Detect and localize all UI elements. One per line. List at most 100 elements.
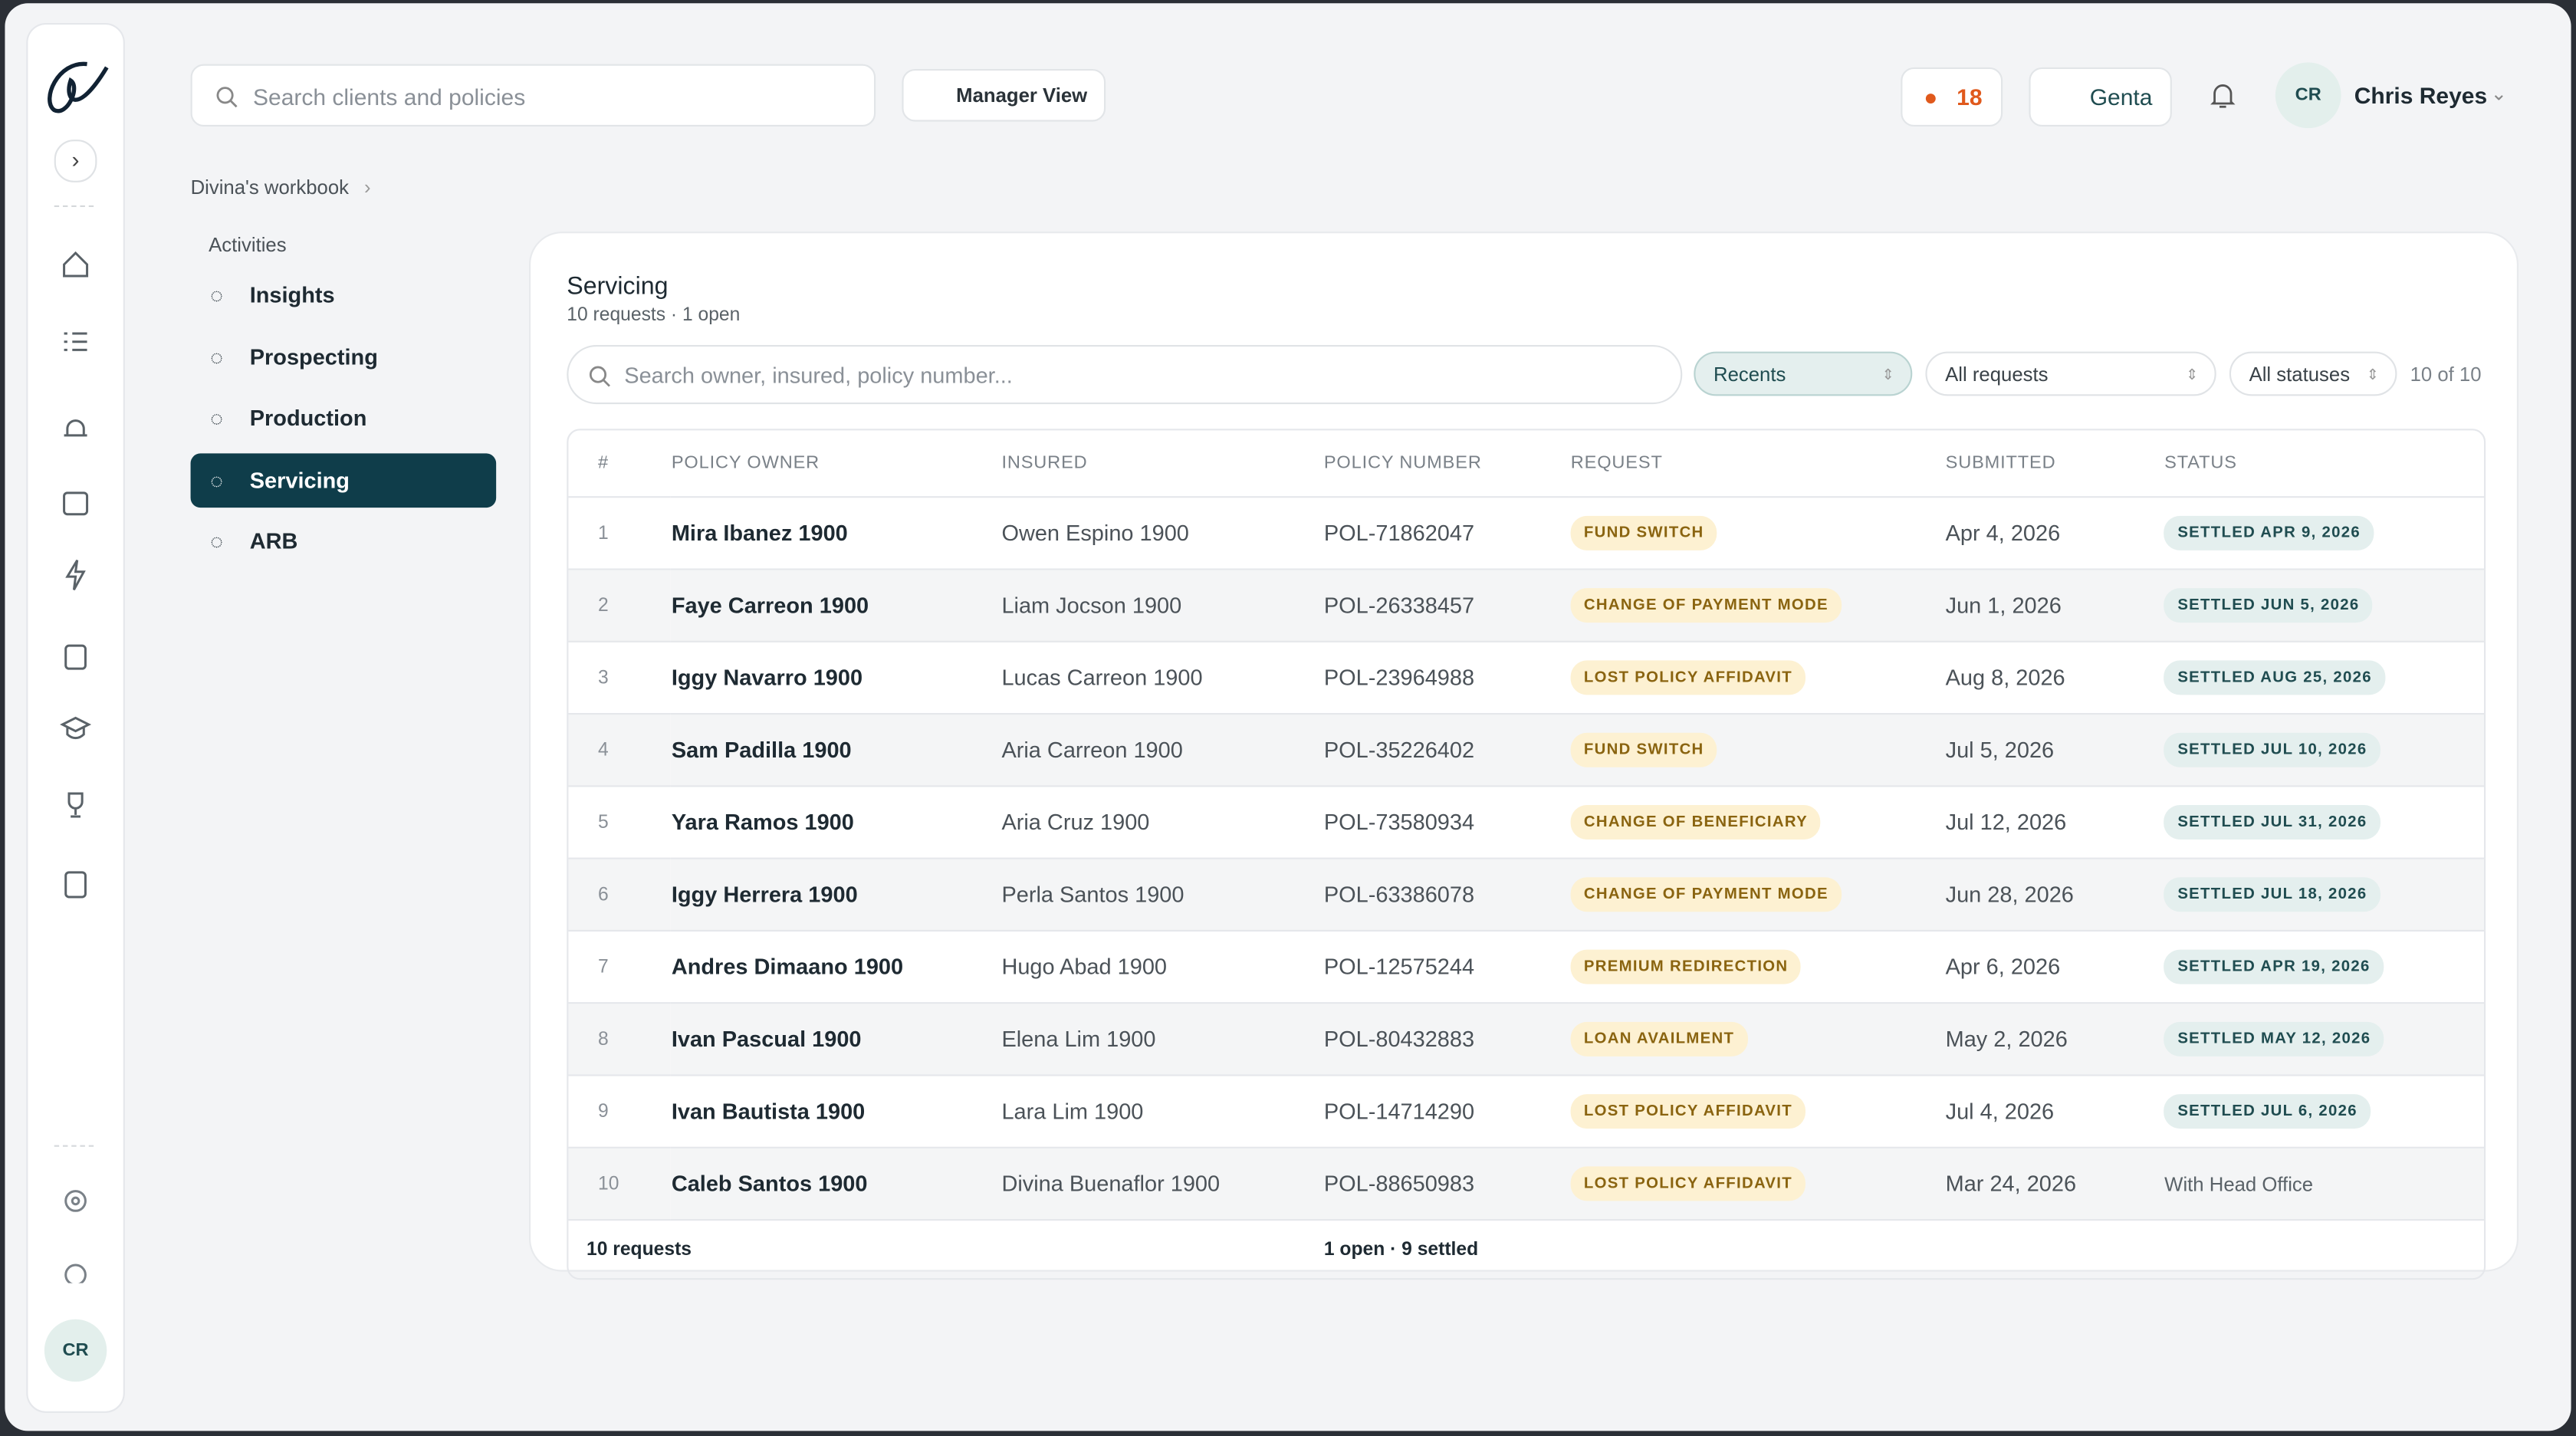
nav-item[interactable]: ◌ Servicing: [190, 452, 497, 508]
request-cell: FUND SWITCH: [1569, 497, 1944, 570]
table-row[interactable]: 8 Ivan Pascual 1900 Elena Lim 1900 POL-8043…: [568, 1003, 2484, 1076]
rail-bottom-icons[interactable]: [59, 1185, 92, 1283]
policy-number: POL-88650983: [1322, 1147, 1569, 1221]
filter-label: All statuses: [2249, 363, 2351, 386]
status-badge: SETTLED APR 19, 2026: [2164, 949, 2384, 984]
policy-owner: Iggy Navarro 1900: [669, 641, 1001, 715]
table-wrap: # POLICY OWNER INSURED POLICY NUMBER REQUEST…: [567, 429, 2486, 1280]
search-icon: [216, 87, 238, 108]
status-cell: SETTLED JUN 5, 2026: [2163, 569, 2484, 642]
request-cell: LOST POLICY AFFIDAVIT: [1569, 641, 1944, 715]
request-badge: LOST POLICY AFFIDAVIT: [1570, 1166, 1806, 1201]
assistant-name: Genta: [2089, 84, 2153, 110]
submitted: Jul 5, 2026: [1944, 714, 2164, 787]
button-label: Manager View: [956, 84, 1088, 107]
footer-summary: 1 open · 9 settled: [1323, 1239, 1479, 1260]
notifications[interactable]: [2210, 82, 2236, 112]
policy-number: POL-80432883: [1322, 1003, 1569, 1076]
status-badge: SETTLED MAY 12, 2026: [2164, 1021, 2384, 1056]
status-badge: SETTLED JUL 31, 2026: [2164, 805, 2380, 840]
policy-number: POL-14714290: [1322, 1075, 1569, 1148]
status-cell: SETTLED AUG 25, 2026: [2163, 641, 2484, 715]
status-badge: SETTLED JUL 18, 2026: [2164, 877, 2380, 912]
app: › CR Search clients and policies Manager…: [5, 3, 2571, 1431]
breadcrumb-item: Divina's workbook: [190, 176, 349, 199]
request-cell: CHANGE OF BENEFICIARY: [1569, 786, 1944, 859]
row-number: 7: [568, 930, 670, 1004]
insured: Lara Lim 1900: [1000, 1075, 1322, 1148]
table-row[interactable]: 7 Andres Dimaano 1900 Hugo Abad 1900 POL-12…: [568, 930, 2484, 1004]
submitted: Jun 28, 2026: [1944, 858, 2164, 932]
policy-number: POL-73580934: [1322, 786, 1569, 859]
submitted: Apr 4, 2026: [1944, 497, 2164, 570]
status-cell: SETTLED JUL 6, 2026: [2163, 1075, 2484, 1148]
policy-owner: Andres Dimaano 1900: [669, 930, 1001, 1004]
policy-owner: Iggy Herrera 1900: [669, 858, 1001, 932]
header-row: # POLICY OWNER INSURED POLICY NUMBER REQUEST…: [568, 430, 2484, 498]
row-number: 2: [568, 569, 670, 642]
select-arrow: ⇕: [1881, 366, 1894, 383]
user-avatar[interactable]: CR: [2275, 62, 2341, 129]
streak-count: 18: [1957, 84, 1983, 110]
expand-button[interactable]: ›: [54, 140, 97, 182]
request-badge: CHANGE OF PAYMENT MODE: [1570, 588, 1842, 623]
request-cell: CHANGE OF PAYMENT MODE: [1569, 569, 1944, 642]
filter-label: Recents: [1714, 363, 1786, 386]
row-number: 3: [568, 641, 670, 715]
chevron[interactable]: ⌄: [2490, 82, 2508, 106]
table-row[interactable]: 1 Mira Ibanez 1900 Owen Espino 1900 POL-718…: [568, 497, 2484, 570]
table-row[interactable]: 10 Caleb Santos 1900 Divina Buenaflor 1900…: [568, 1147, 2484, 1221]
submitted: May 2, 2026: [1944, 1003, 2164, 1076]
request-badge: CHANGE OF PAYMENT MODE: [1570, 877, 1842, 912]
manager-view-button[interactable]: Manager View: [902, 69, 1106, 122]
breadcrumb[interactable]: Divina's workbook ›: [190, 176, 371, 199]
request-cell: LOST POLICY AFFIDAVIT: [1569, 1147, 1944, 1221]
nav-item[interactable]: ◌ Prospecting: [191, 330, 497, 384]
submitted: Jul 4, 2026: [1944, 1075, 2164, 1148]
table-row[interactable]: 6 Iggy Herrera 1900 Perla Santos 1900 POL-6…: [568, 858, 2484, 932]
assistant-button[interactable]: Genta: [2029, 67, 2172, 127]
status-cell: SETTLED JUL 31, 2026: [2163, 786, 2484, 859]
submitted: Jun 1, 2026: [1944, 569, 2164, 642]
request-badge: FUND SWITCH: [1570, 732, 1717, 767]
result-count: 10 of 10: [2410, 363, 2482, 386]
status-cell: With Head Office: [2163, 1147, 2484, 1221]
request-badge: FUND SWITCH: [1570, 515, 1717, 550]
row-number: 10: [568, 1147, 670, 1221]
filter-select[interactable]: Recents ⇕: [1694, 351, 1913, 396]
insured: Divina Buenaflor 1900: [1000, 1147, 1322, 1221]
policy-number: POL-35226402: [1322, 714, 1569, 787]
table-row[interactable]: 5 Yara Ramos 1900 Aria Cruz 1900 POL-735809…: [568, 786, 2484, 859]
status-cell: SETTLED JUL 18, 2026: [2163, 858, 2484, 932]
table-search[interactable]: Search owner, insured, policy number...: [567, 345, 1683, 405]
table-row[interactable]: 3 Iggy Navarro 1900 Lucas Carreon 1900 POL-…: [568, 641, 2484, 715]
divider: [54, 1145, 94, 1147]
nav-item[interactable]: ◌ ARB: [191, 515, 497, 570]
request-cell: FUND SWITCH: [1569, 714, 1944, 787]
policy-number: POL-63386078: [1322, 858, 1569, 932]
user-name[interactable]: Chris Reyes: [2354, 82, 2488, 109]
column-header: POLICY OWNER: [669, 430, 1001, 498]
table-row[interactable]: 9 Ivan Bautista 1900 Lara Lim 1900 POL-1471…: [568, 1075, 2484, 1148]
streak[interactable]: ● 18: [1901, 67, 2003, 127]
nav-icon: ◌: [210, 344, 223, 370]
status-badge: SETTLED JUL 6, 2026: [2164, 1094, 2371, 1129]
rail-icons[interactable]: [59, 248, 92, 905]
row-number: 5: [568, 786, 670, 859]
panel-subtitle: 10 requests · 1 open: [567, 305, 741, 326]
filter-select[interactable]: All requests ⇕: [1925, 351, 2216, 396]
policy-owner: Ivan Bautista 1900: [669, 1075, 1001, 1148]
avatar[interactable]: CR: [44, 1319, 107, 1382]
table-row[interactable]: 2 Faye Carreon 1900 Liam Jocson 1900 POL-26…: [568, 569, 2484, 642]
nav-item[interactable]: ◌ Production: [191, 391, 497, 445]
filter-select[interactable]: All statuses ⇕: [2229, 351, 2397, 396]
nav-item[interactable]: ◌ Insights: [191, 268, 497, 322]
table-row[interactable]: 4 Sam Padilla 1900 Aria Carreon 1900 POL-35…: [568, 714, 2484, 787]
insured: Lucas Carreon 1900: [1000, 641, 1322, 715]
nav-section: Activities: [209, 233, 287, 257]
nav-label: Production: [249, 406, 367, 431]
global-search[interactable]: Search clients and policies: [190, 64, 876, 127]
submitted: Apr 6, 2026: [1944, 930, 2164, 1004]
policy-number: POL-23964988: [1322, 641, 1569, 715]
